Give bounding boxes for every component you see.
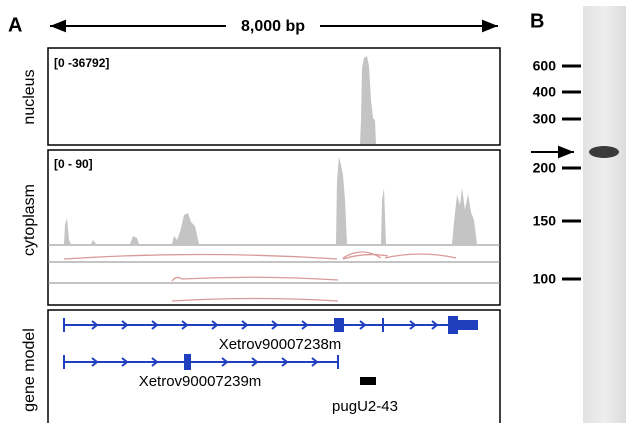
panel-label: B	[530, 10, 544, 32]
ladder-label: 200	[533, 160, 557, 176]
panel-label: A	[8, 14, 22, 36]
track-label: gene model	[21, 328, 38, 412]
coverage	[360, 56, 376, 144]
ladder-label: 300	[533, 111, 557, 127]
gene-label: Xetrov90007239m	[139, 373, 262, 390]
gel-lane	[583, 6, 626, 423]
figure: A 8,000 bp nucleus [0 -36792] cytoplasm …	[0, 0, 626, 423]
track-box	[48, 48, 500, 145]
ladder-label: 600	[533, 58, 557, 74]
splice-junction	[64, 252, 456, 301]
ladder-label: 100	[533, 271, 557, 287]
gel-band	[589, 146, 619, 158]
coverage	[64, 157, 477, 244]
track-box	[48, 150, 500, 305]
feature-label: pugU2-43	[332, 398, 398, 415]
track-range: [0 -36792]	[54, 56, 109, 70]
ladder-label: 400	[533, 84, 557, 100]
track-label: nucleus	[21, 69, 38, 124]
track-label: cytoplasm	[21, 184, 38, 256]
track-range: [0 - 90]	[54, 157, 93, 171]
ladder-label: 150	[533, 213, 557, 229]
gene-label: Xetrov90007238m	[219, 336, 342, 353]
ladder: 600 400 300 200 150 100	[533, 58, 581, 287]
scale-label: 8,000 bp	[241, 18, 305, 35]
